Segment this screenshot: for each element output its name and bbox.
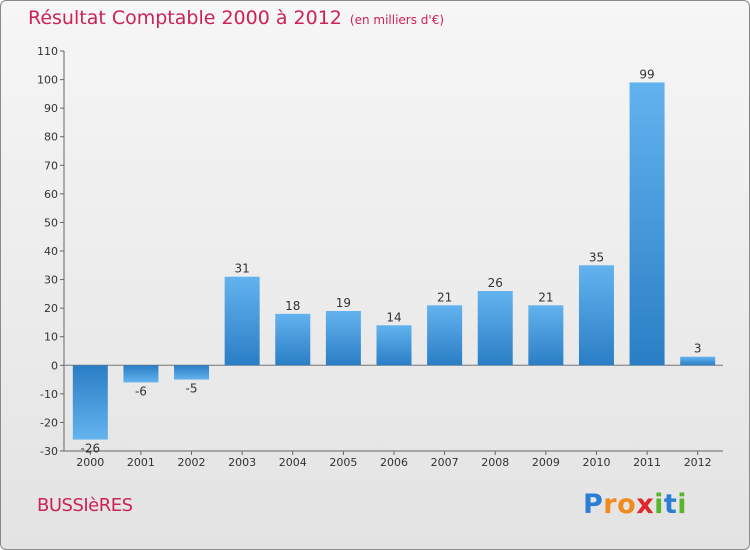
x-tick-label: 2002 [178,456,206,469]
y-tick-label: 90 [44,102,58,115]
x-tick-label: 2012 [684,456,712,469]
value-label-2001: -6 [135,384,147,398]
x-tick-label: 2010 [582,456,610,469]
value-label-2003: 31 [235,262,250,276]
logo-letter: x [636,489,655,520]
logo-letter: P [583,489,604,520]
y-tick-label: -30 [40,445,58,458]
x-tick-label: 2007 [431,456,459,469]
bars-group [72,82,716,440]
value-label-2009: 21 [538,290,553,304]
y-tick-label: -20 [40,416,58,429]
y-tick-label: 70 [44,159,58,172]
y-tick-label: 0 [51,359,58,372]
logo-letter: o [617,489,637,520]
bar-2007 [427,305,463,366]
y-tick-label: 40 [44,245,58,258]
x-tick-label: 2008 [481,456,509,469]
labels-group: -26 -6 -5 31 18 19 14 21 26 21 35 99 3 [81,67,702,455]
y-tick-label: -10 [40,388,58,401]
y-tick-label: 10 [44,331,58,344]
value-label-2004: 18 [285,299,300,313]
y-tick-label: 80 [44,131,58,144]
x-tick-label: 2005 [329,456,357,469]
value-label-2006: 14 [386,310,401,324]
location-name: BUSSIèRES [37,495,133,516]
value-label-2005: 19 [336,296,351,310]
value-label-2007: 21 [437,290,452,304]
bar-2004 [275,313,311,366]
logo-letter: r [603,489,618,520]
bar-2002 [174,365,210,380]
x-tick-label: 2003 [228,456,256,469]
bar-2000 [72,365,108,440]
logo-letter: i [677,489,688,520]
bar-2005 [325,311,361,366]
x-tick-label: 2006 [380,456,408,469]
y-tick-label: 110 [37,45,58,58]
y-tick-label: 100 [37,74,58,87]
proxiti-logo: Proxiti [583,489,687,520]
value-label-2008: 26 [488,276,503,290]
bar-2001 [123,365,159,383]
value-label-2002: -5 [186,382,198,396]
bar-2006 [376,325,412,366]
y-tick-label: 30 [44,274,58,287]
x-tick-label: 2011 [633,456,661,469]
chart-subtitle: (en milliers d'€) [349,13,445,27]
value-label-2000: -26 [81,442,101,456]
bar-2010 [578,265,614,366]
logo-letter: t [663,489,678,520]
chart-title-text: Résultat Comptable 2000 à 2012 [28,7,342,29]
bar-2003 [224,276,260,366]
y-tick-label: 50 [44,216,58,229]
logo-letter: i [654,489,664,520]
x-tick-label: 2009 [532,456,560,469]
bar-2008 [477,291,513,366]
value-label-2012: 3 [694,342,702,356]
value-label-2010: 35 [589,250,604,264]
bar-2011 [629,82,665,366]
chart-title: Résultat Comptable 2000 à 2012 (en millie… [28,7,444,29]
value-label-2011: 99 [639,67,654,81]
axes-group: -30 -20 -10 0 10 20 30 40 50 60 70 80 90 100 110 2000 20… [37,45,723,469]
bar-2012 [680,356,716,366]
y-tick-label: 20 [44,302,58,315]
x-tick-label: 2001 [127,456,155,469]
bar-2009 [528,305,564,366]
y-tick-label: 60 [44,188,58,201]
x-tick-label: 2000 [76,456,104,469]
x-tick-label: 2004 [279,456,307,469]
